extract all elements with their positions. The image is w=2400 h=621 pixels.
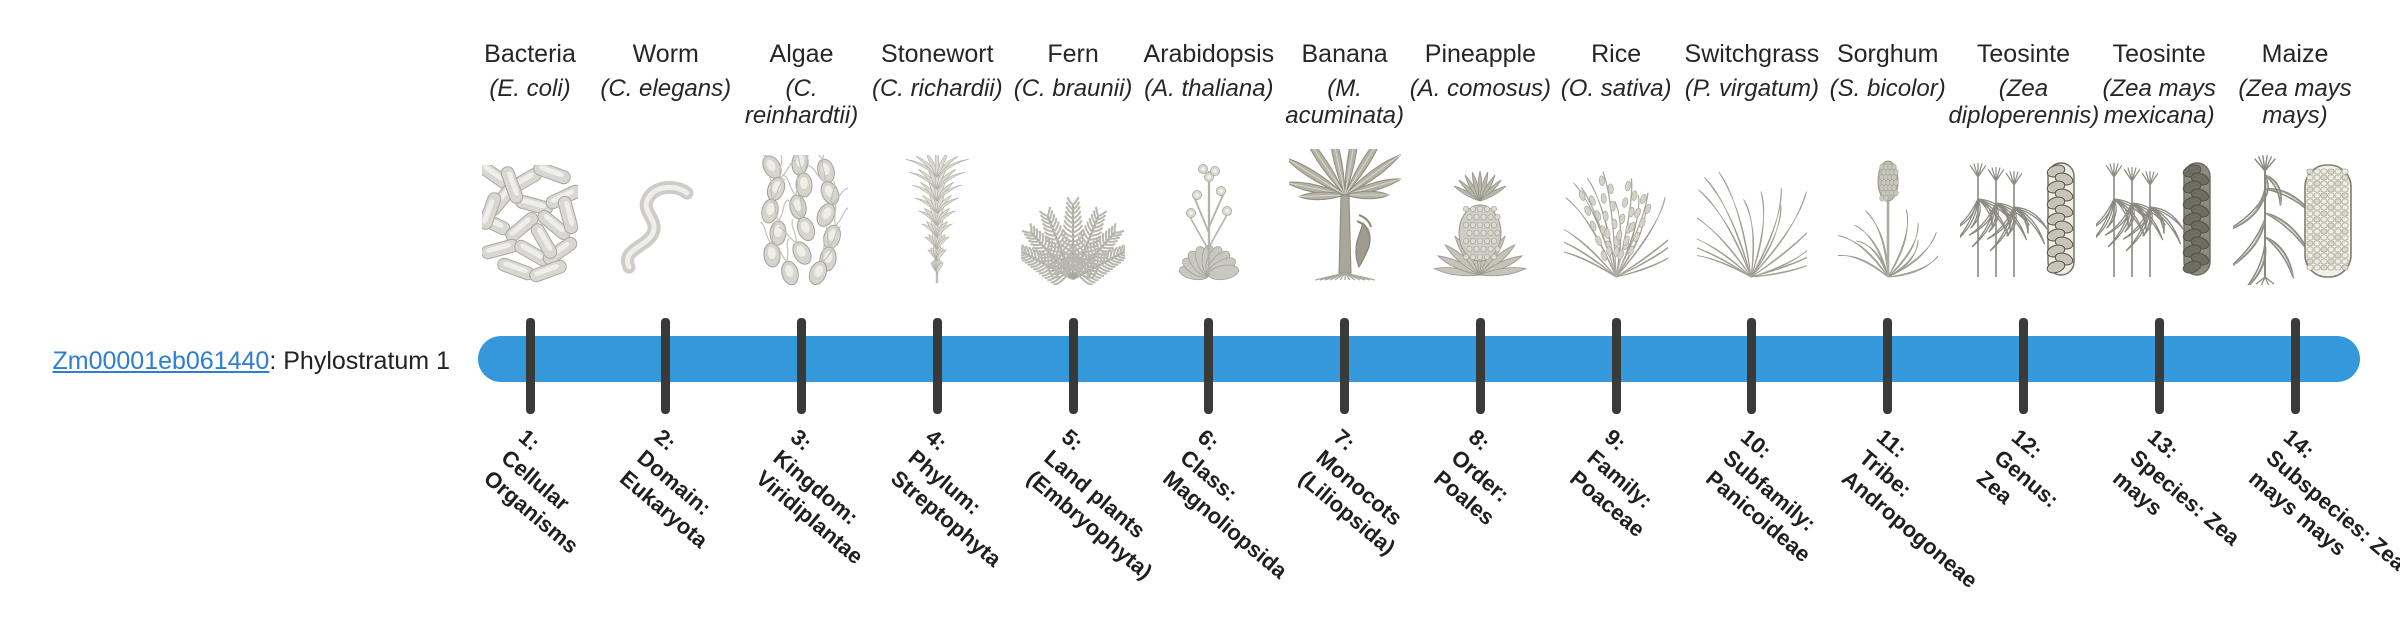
pineapple-icon: [1405, 160, 1555, 285]
phylostratum-tick-8[interactable]: [1475, 318, 1485, 414]
bacteria-icon: [455, 160, 605, 285]
maize-icon: [2220, 155, 2370, 285]
species-common-name: Maize: [2261, 40, 2329, 68]
fern-icon: [998, 160, 1148, 285]
species-common-name: Switchgrass: [1684, 40, 1820, 68]
rank-label-wrap: 10: Subfamily: Panicoideae: [1677, 0, 1827, 569]
rank-label-wrap: 13: Species: Zea mays: [2084, 0, 2246, 552]
rank-label-wrap: 3: Kingdom: Viridiplantae: [727, 0, 877, 571]
species-common-name: Worm: [632, 40, 699, 68]
rank-label-wrap: 11: Tribe: Andropogoneae: [1813, 0, 1984, 595]
phylostratigraphy-figure: Zm00001eb061440: Phylostratum 1 Bacteria…: [30, 0, 2400, 595]
species-column-4: Stonewort (C. richardii) 4: Phylum: Strep…: [862, 0, 1012, 580]
species-column-11: Sorghum (S. bicolor) 11: Tribe: Andropogo…: [1813, 0, 1984, 595]
rank-label-wrap: 6: Class: Magnoliopsida: [1134, 0, 1294, 585]
species-column-8: Pineapple (A. comosus): [1405, 0, 1555, 580]
species-latin-name: (O. sativa): [1560, 75, 1672, 102]
rank-label-wrap: 7: Monocots (Liliopsida): [1270, 0, 1420, 562]
algae-icon: [727, 155, 877, 285]
species-latin-name: (C. elegans): [600, 75, 732, 102]
rice-icon: [1541, 160, 1691, 285]
rank-label-wrap: 12: Genus: Zea: [1948, 0, 2098, 514]
rank-label-wrap: 5: Land plants (Embryophyta): [998, 0, 1159, 586]
species-latin-name: (E. coli): [489, 75, 571, 102]
arabidopsis-icon: [1134, 160, 1284, 285]
phylostratum-tick-10[interactable]: [1747, 318, 1757, 414]
species-latin-name: (A. comosus): [1409, 75, 1552, 102]
species-latin-name: (C. richardii): [871, 75, 1003, 102]
phylostratum-tick-3[interactable]: [797, 318, 807, 414]
phylostratum-tick-1[interactable]: [525, 318, 535, 414]
species-column-12: Teosinte (Zea diploperennis): [1948, 0, 2100, 580]
phylostratum-tick-4[interactable]: [932, 318, 942, 414]
teosinte-diploperennis-icon: [1948, 160, 2098, 285]
phylostratum-tick-5[interactable]: [1068, 318, 1078, 414]
species-common-name: Stonewort: [881, 40, 994, 68]
species-column-14: Maize (Zea mays mays) 1: [2220, 0, 2400, 580]
rank-label-wrap: 4: Phylum: Streptophyta: [862, 0, 1012, 573]
species-column-3: Algae (C. reinhardtii): [727, 0, 877, 580]
rank-label-wrap: 2: Domain: Eukaryota: [591, 0, 741, 555]
banana-icon: [1270, 149, 1420, 285]
species-column-1: Bacteria (E. coli): [455, 0, 605, 580]
phylostratum-tick-9[interactable]: [1611, 318, 1621, 414]
species-latin-name: (P. virgatum): [1684, 75, 1820, 102]
species-common-name: Pineapple: [1424, 40, 1536, 68]
species-column-5: Fern (C. braunii): [998, 0, 1159, 586]
phylostratum-tick-13[interactable]: [2154, 318, 2164, 414]
species-column-2: Worm (C. elegans) 2: Domain: Eukaryota: [591, 0, 741, 580]
species-column-10: Switchgrass (P. virgatum) 10: Subfamily: …: [1677, 0, 1827, 580]
phylostratum-tick-2[interactable]: [661, 318, 671, 414]
species-common-name: Rice: [1591, 40, 1642, 68]
species-common-name: Arabidopsis: [1143, 40, 1275, 68]
phylostratum-timeline-bar[interactable]: [478, 336, 2360, 382]
species-common-name: Teosinte: [1976, 40, 2071, 68]
species-latin-name: (C. reinhardtii): [744, 75, 859, 129]
rank-label-wrap: 8: Order: Poales: [1405, 0, 1555, 532]
species-latin-name: (Zea mays mexicana): [2102, 75, 2216, 129]
species-column-13: Teosinte (Zea mays mexicana): [2084, 0, 2247, 580]
phylostratum-tick-11[interactable]: [1883, 318, 1893, 414]
gene-phylostratum-label: Zm00001eb061440: Phylostratum 1: [30, 346, 450, 376]
species-common-name: Sorghum: [1836, 40, 1939, 68]
rank-label-wrap: 9: Family: Poaceae: [1541, 0, 1691, 544]
species-latin-name: (Zea diploperennis): [1948, 75, 2100, 129]
species-common-name: Algae: [769, 40, 834, 68]
phylostratum-tick-12[interactable]: [2018, 318, 2028, 414]
species-common-name: Teosinte: [2112, 40, 2206, 68]
worm-icon: [591, 160, 741, 285]
species-common-name: Fern: [1047, 40, 1099, 68]
species-column-7: Banana (M. acuminata): [1270, 0, 1420, 580]
species-column-6: Arabidopsis (A. thaliana): [1134, 0, 1294, 585]
switchgrass-icon: [1677, 160, 1827, 285]
species-column-9: Rice (O. sativa) 9: Family: Poaceae: [1541, 0, 1691, 580]
sorghum-icon: [1813, 160, 1963, 285]
species-common-name: Bacteria: [484, 40, 576, 68]
gene-id-link[interactable]: Zm00001eb061440: [52, 347, 270, 375]
species-latin-name: (S. bicolor): [1829, 75, 1946, 102]
species-latin-name: (A. thaliana): [1144, 75, 1274, 102]
phylostratum-tick-7[interactable]: [1340, 318, 1350, 414]
gene-label-separator: :: [269, 347, 284, 375]
gene-phylostratum-value: Phylostratum 1: [283, 347, 450, 375]
species-common-name: Banana: [1301, 40, 1388, 68]
species-latin-name: (C. braunii): [1013, 75, 1133, 102]
phylostratum-tick-6[interactable]: [1204, 318, 1214, 414]
species-latin-name: (M. acuminata): [1285, 75, 1404, 129]
species-latin-name: (Zea mays mays): [2238, 75, 2352, 129]
rank-label-wrap: 14: Subspecies: Zea mays mays: [2220, 0, 2400, 577]
teosinte-mexicana-icon: [2084, 160, 2234, 285]
rank-label-wrap: 1: Cellular Organisms: [455, 0, 605, 560]
stonewort-icon: [862, 155, 1012, 285]
phylostratum-tick-14[interactable]: [2290, 318, 2300, 414]
